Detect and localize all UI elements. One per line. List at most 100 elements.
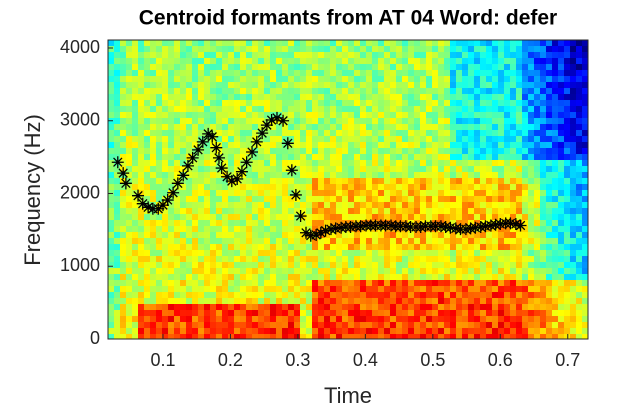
- spectrogram-cell: [222, 64, 228, 70]
- spectrogram-cell: [174, 46, 180, 52]
- spectrogram-cell: [114, 208, 120, 214]
- spectrogram-cell: [306, 196, 312, 202]
- spectrogram-cell: [186, 322, 192, 328]
- spectrogram-cell: [330, 322, 336, 328]
- spectrogram-cell: [330, 262, 336, 268]
- spectrogram-cell: [432, 286, 438, 292]
- spectrogram-cell: [456, 112, 462, 118]
- spectrogram-cell: [282, 214, 288, 220]
- spectrogram-cell: [498, 124, 504, 130]
- spectrogram-cell: [390, 250, 396, 256]
- spectrogram-cell: [462, 190, 468, 196]
- spectrogram-cell: [324, 40, 330, 46]
- spectrogram-cell: [438, 82, 444, 88]
- spectrogram-cell: [408, 274, 414, 280]
- spectrogram-cell: [186, 136, 192, 142]
- spectrogram-cell: [534, 232, 540, 238]
- spectrogram-cell: [216, 94, 222, 100]
- spectrogram-cell: [414, 208, 420, 214]
- spectrogram-cell: [384, 214, 390, 220]
- spectrogram-cell: [528, 262, 534, 268]
- spectrogram-cell: [180, 88, 186, 94]
- spectrogram-cell: [402, 292, 408, 298]
- spectrogram-cell: [408, 112, 414, 118]
- spectrogram-cell: [462, 310, 468, 316]
- spectrogram-cell: [354, 82, 360, 88]
- spectrogram-cell: [468, 130, 474, 136]
- spectrogram-cell: [576, 154, 582, 160]
- spectrogram-cell: [204, 142, 210, 148]
- spectrogram-cell: [282, 304, 288, 310]
- spectrogram-cell: [582, 232, 588, 238]
- spectrogram-cell: [120, 328, 126, 334]
- spectrogram-cell: [492, 334, 498, 339]
- spectrogram-cell: [336, 178, 342, 184]
- spectrogram-cell: [480, 124, 486, 130]
- spectrogram-cell: [228, 256, 234, 262]
- spectrogram-cell: [270, 52, 276, 58]
- spectrogram-cell: [414, 160, 420, 166]
- spectrogram-cell: [576, 40, 582, 46]
- spectrogram-cell: [180, 118, 186, 124]
- spectrogram-cell: [576, 112, 582, 118]
- spectrogram-cell: [198, 226, 204, 232]
- spectrogram-cell: [420, 238, 426, 244]
- spectrogram-cell: [288, 106, 294, 112]
- spectrogram-cell: [450, 130, 456, 136]
- spectrogram-cell: [114, 148, 120, 154]
- spectrogram-cell: [528, 70, 534, 76]
- spectrogram-cell: [114, 106, 120, 112]
- spectrogram-cell: [132, 304, 138, 310]
- spectrogram-cell: [462, 82, 468, 88]
- spectrogram-cell: [198, 286, 204, 292]
- spectrogram-cell: [198, 334, 204, 339]
- spectrogram-cell: [300, 286, 306, 292]
- spectrogram-cell: [168, 208, 174, 214]
- spectrogram-cell: [324, 202, 330, 208]
- spectrogram-cell: [276, 202, 282, 208]
- spectrogram-cell: [528, 268, 534, 274]
- spectrogram-cell: [522, 40, 528, 46]
- spectrogram-cell: [204, 58, 210, 64]
- spectrogram-cell: [480, 166, 486, 172]
- spectrogram-cell: [258, 238, 264, 244]
- spectrogram-cell: [198, 130, 204, 136]
- spectrogram-cell: [324, 94, 330, 100]
- spectrogram-cell: [540, 286, 546, 292]
- spectrogram-cell: [414, 244, 420, 250]
- spectrogram-cell: [318, 196, 324, 202]
- spectrogram-cell: [138, 94, 144, 100]
- spectrogram-cell: [582, 100, 588, 106]
- spectrogram-cell: [474, 118, 480, 124]
- spectrogram-cell: [480, 142, 486, 148]
- spectrogram-cell: [480, 130, 486, 136]
- spectrogram-cell: [450, 118, 456, 124]
- spectrogram-cell: [150, 124, 156, 130]
- spectrogram-cell: [264, 322, 270, 328]
- spectrogram-cell: [444, 100, 450, 106]
- spectrogram-cell: [138, 310, 144, 316]
- spectrogram-cell: [150, 334, 156, 339]
- spectrogram-cell: [402, 160, 408, 166]
- spectrogram-cell: [366, 124, 372, 130]
- spectrogram-cell: [300, 238, 306, 244]
- spectrogram-cell: [396, 196, 402, 202]
- spectrogram-cell: [576, 316, 582, 322]
- spectrogram-cell: [174, 262, 180, 268]
- spectrogram-cell: [390, 208, 396, 214]
- spectrogram-cell: [228, 142, 234, 148]
- spectrogram-cell: [534, 112, 540, 118]
- spectrogram-cell: [144, 148, 150, 154]
- spectrogram-cell: [444, 58, 450, 64]
- spectrogram-cell: [576, 298, 582, 304]
- spectrogram-cell: [492, 238, 498, 244]
- spectrogram-cell: [414, 184, 420, 190]
- spectrogram-cell: [186, 226, 192, 232]
- spectrogram-cell: [264, 238, 270, 244]
- spectrogram-cell: [126, 190, 132, 196]
- spectrogram-cell: [204, 214, 210, 220]
- spectrogram-cell: [264, 142, 270, 148]
- spectrogram-cell: [282, 208, 288, 214]
- spectrogram-cell: [162, 322, 168, 328]
- spectrogram-cell: [138, 142, 144, 148]
